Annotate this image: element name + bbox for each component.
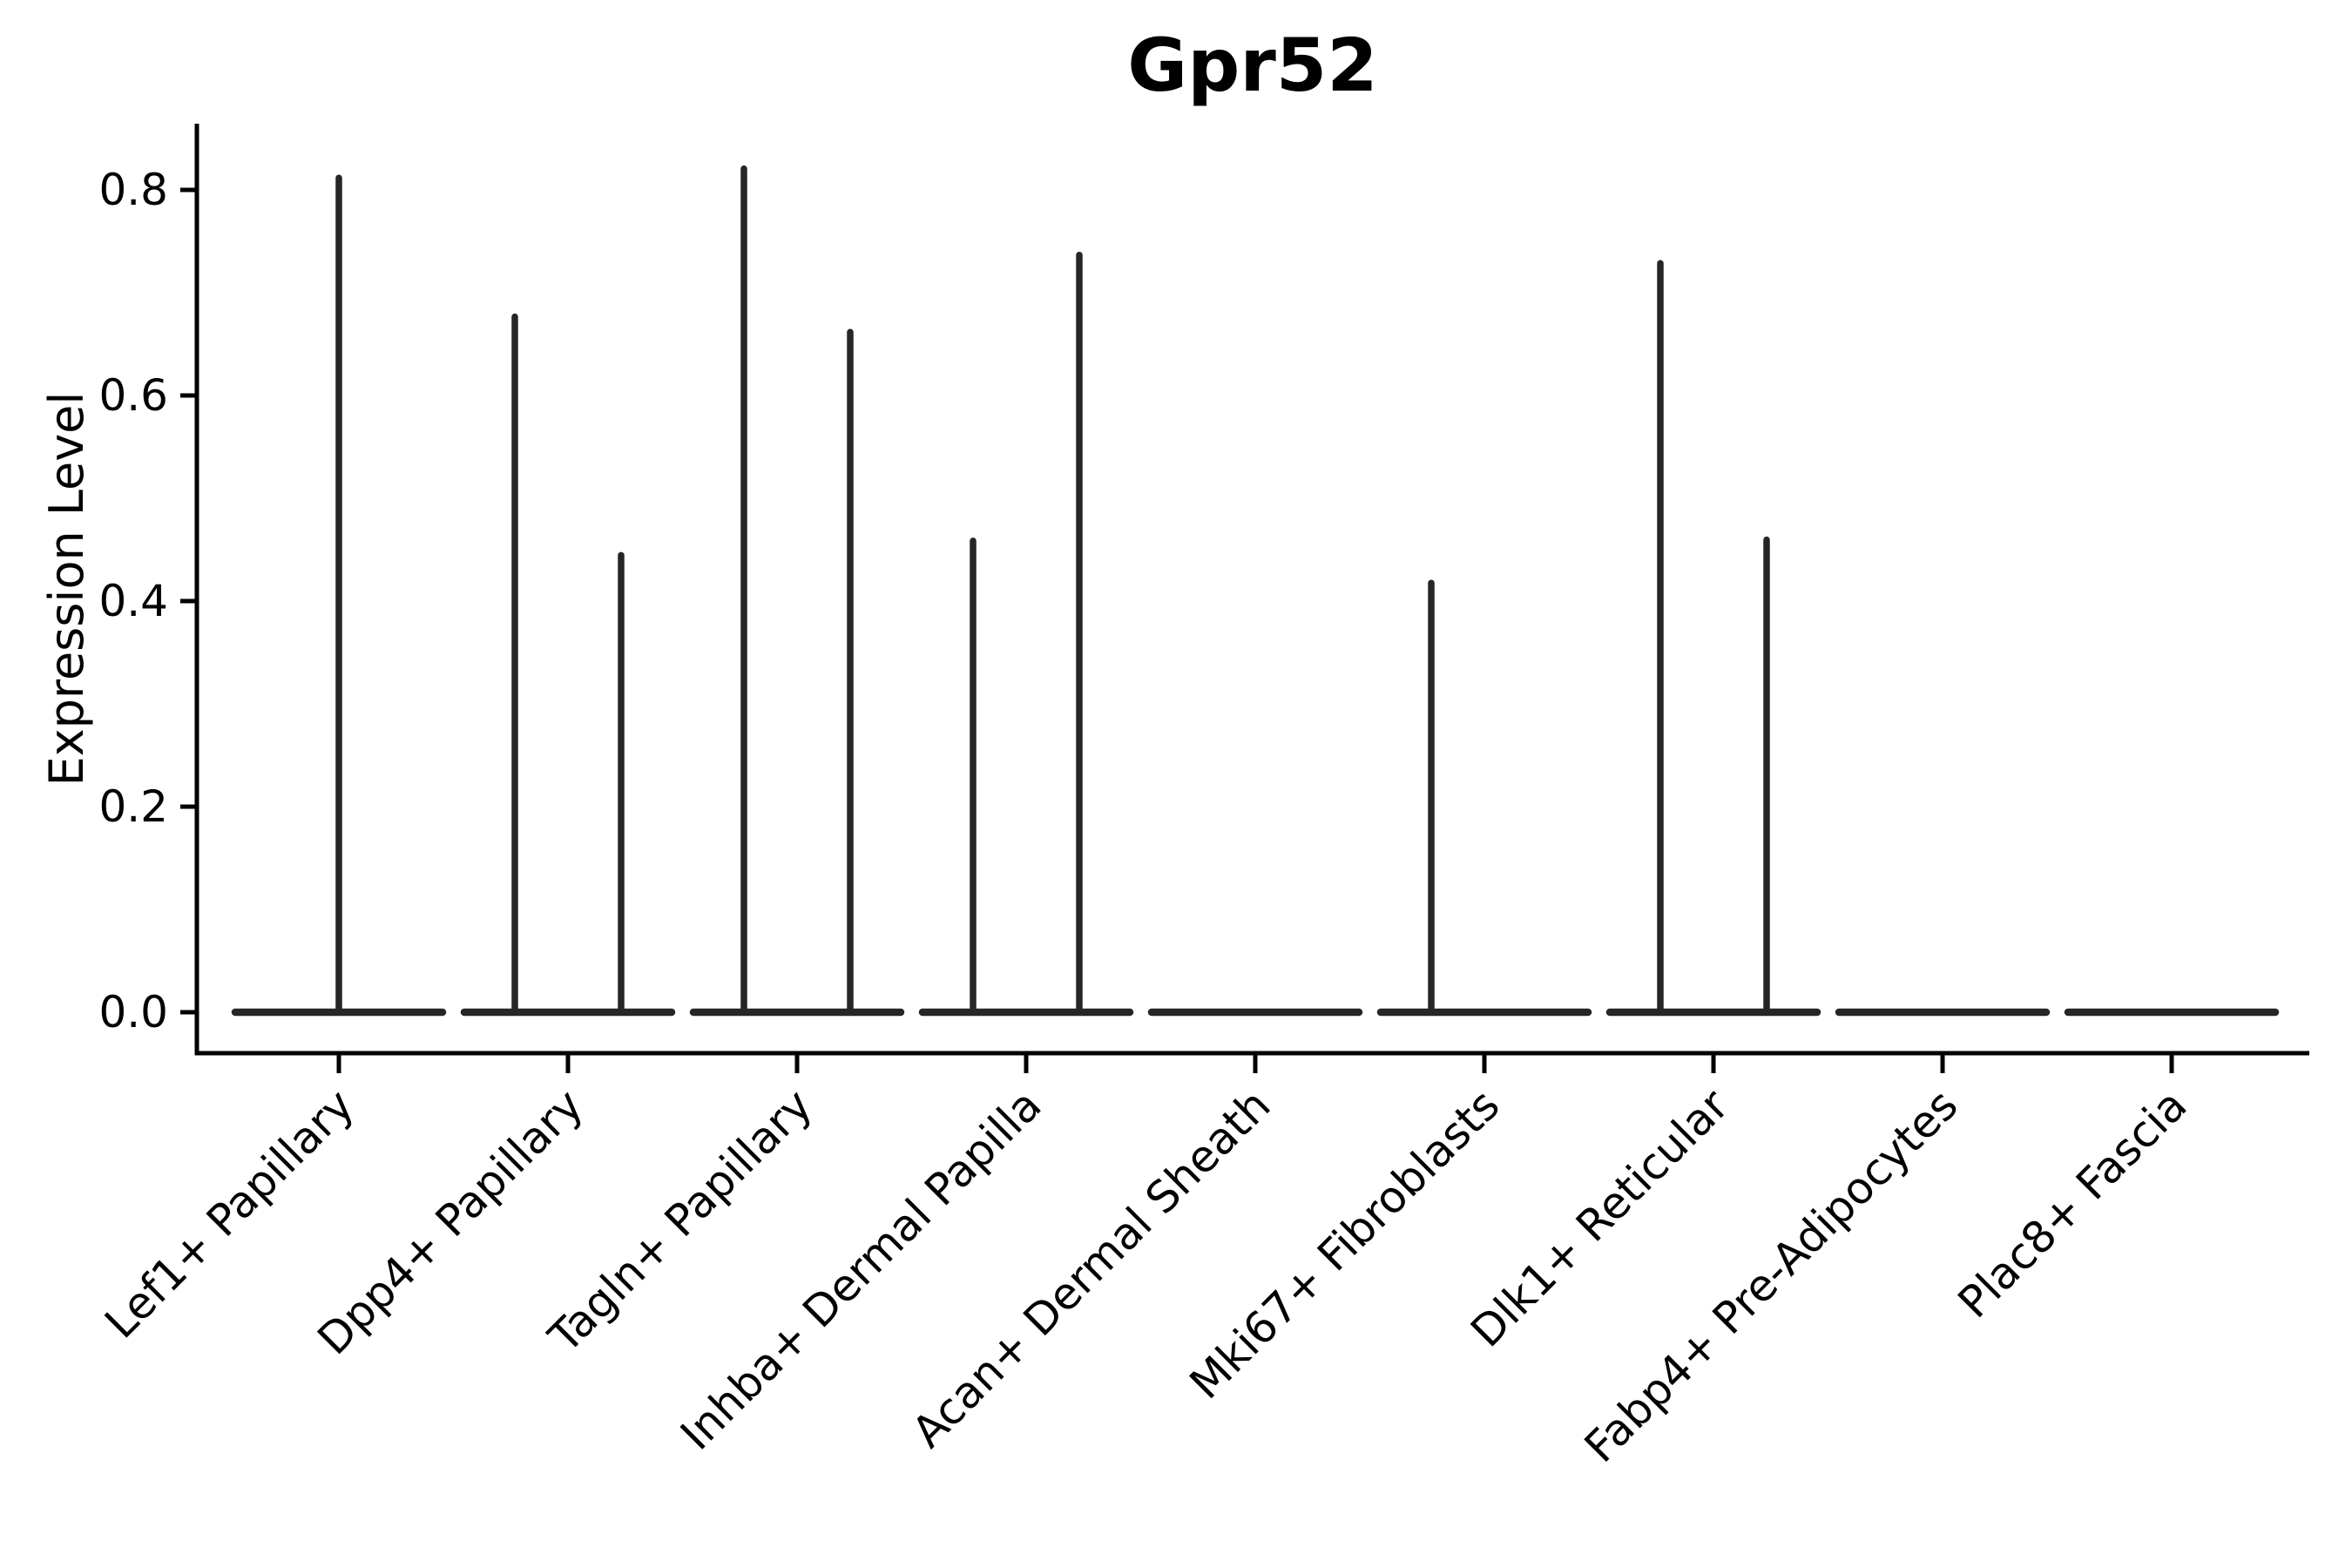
violin-6: [1376, 579, 1592, 1017]
y-tick-label: 0.0: [98, 987, 168, 1037]
violin-4: [918, 252, 1134, 1017]
y-axis-label: Expression Level: [39, 392, 94, 787]
y-tick-label: 0.4: [98, 576, 168, 626]
y-tick-label: 0.6: [98, 370, 168, 421]
x-tick-label: Fabp4+ Pre-Adipocytes: [1575, 1079, 1968, 1472]
chart-title: Gpr52: [1127, 23, 1377, 108]
y-tick-label: 0.8: [98, 165, 168, 215]
y-tick-label: 0.2: [98, 781, 168, 832]
violin-1: [231, 174, 447, 1017]
x-tick-label: Lef1+ Papillary: [95, 1079, 363, 1348]
violin-7: [1605, 260, 1821, 1017]
violin-3: [689, 165, 905, 1017]
violins: [231, 165, 2280, 1017]
x-tick-label: Plac8+ Fascia: [1949, 1079, 2197, 1328]
violin-2: [460, 313, 676, 1017]
